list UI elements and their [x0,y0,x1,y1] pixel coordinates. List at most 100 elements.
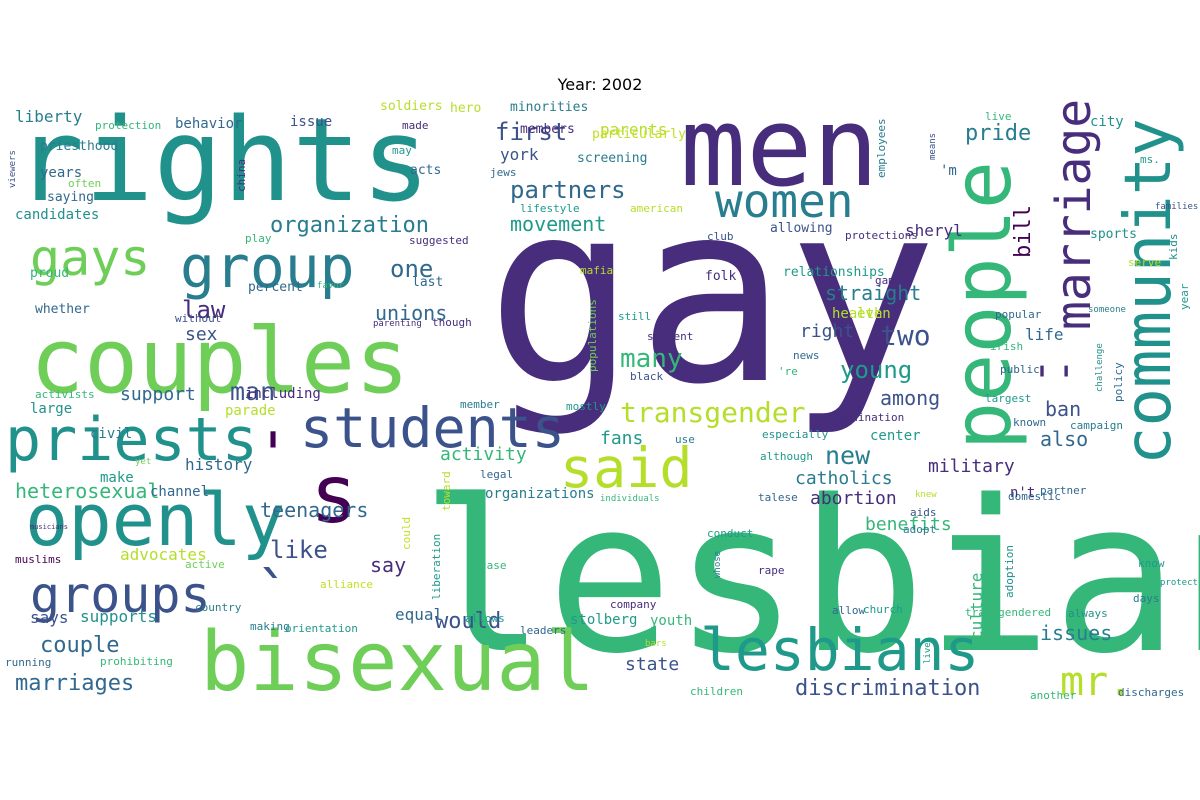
cloud-word: making [250,620,290,633]
cloud-word: conduct [707,527,753,540]
cloud-word: allow [832,604,865,617]
cloud-word: '' [1030,359,1078,405]
cloud-word: play [245,232,272,245]
cloud-word: irish [990,340,1023,353]
cloud-word: challenge [1095,343,1105,392]
cloud-word: discharges [1118,686,1184,699]
cloud-word: protect [1160,578,1198,588]
cloud-word: sheryl [905,221,963,240]
cloud-word: use [675,433,695,446]
cloud-word: organization [270,213,429,238]
cloud-word: children [690,685,743,698]
cloud-word: policy [1112,362,1125,402]
cloud-word: rights [15,94,430,228]
cloud-word: lifestyle [520,202,580,215]
cloud-word: live [985,110,1012,123]
cloud-word: students [300,396,565,460]
cloud-word: aids [910,506,937,519]
cloud-word: especially [762,428,829,441]
cloud-word: orientation [285,622,358,635]
cloud-word: history [185,455,253,474]
cloud-word: bill [1011,205,1036,258]
cloud-word: gays [30,229,150,287]
cloud-word: advocates [120,545,207,564]
cloud-word: sex [185,324,218,345]
cloud-word: made [402,119,429,132]
cloud-word: days [1133,592,1160,605]
cloud-word: ban [1045,397,1081,421]
cloud-word: discrimination [795,676,980,701]
cloud-word: culture [967,573,986,640]
cloud-word: toward [440,471,453,511]
cloud-word: soldiers [380,99,443,114]
cloud-word: liberation [430,534,443,600]
cloud-word: although [760,450,813,463]
cloud-word: openly [25,478,285,562]
cloud-word: like [270,536,328,564]
cloud-word: priesthood [40,139,118,154]
cloud-word: hero [450,101,481,116]
cloud-word: knew [915,490,937,500]
cloud-word: percent [248,280,303,295]
cloud-word: campaign [1070,419,1123,432]
cloud-word: even [857,306,891,322]
cloud-word: years [40,165,82,181]
cloud-word: saying [47,190,94,205]
cloud-word: group [180,233,355,301]
cloud-word: partner [1040,484,1087,497]
cloud-word: parents [600,120,667,139]
cloud-word: make [100,470,134,486]
cloud-word: behavior [175,116,242,132]
cloud-word: allows [465,612,505,625]
cloud-word: many [620,344,683,374]
cloud-word: also [1040,427,1088,451]
cloud-word: heterosexual [15,479,160,503]
cloud-word: still [618,310,651,323]
cloud-word: candidates [15,207,99,223]
cloud-word: would [435,609,501,634]
cloud-word: movement [510,212,606,236]
cloud-word: screening [577,151,647,166]
cloud-word: 're [778,365,798,378]
cloud-word: could [400,517,413,550]
cloud-word: straight [825,281,921,305]
cloud-word: popular [995,308,1042,321]
cloud-word: large [30,401,72,417]
cloud-word: allowing [770,221,833,236]
cloud-word: state [625,654,679,675]
cloud-word: activity [440,444,527,465]
cloud-word: community [1112,118,1186,465]
cloud-word: proud [30,266,69,281]
cloud-word: largest [985,392,1031,405]
cloud-word: active [185,558,225,571]
cloud-word: adopt [903,523,936,536]
cloud-word: says [30,608,69,627]
cloud-word: rape [758,564,785,577]
cloud-word: unions [375,301,447,325]
cloud-word: whether [35,302,90,317]
cloud-word: case [480,559,507,572]
cloud-word: sports [1090,227,1137,242]
cloud-word: populations [586,299,599,372]
cloud-word: kids [1167,234,1180,261]
cloud-word: bars [645,639,667,649]
cloud-word: muslims [15,553,61,566]
cloud-word: mr. [1060,659,1132,705]
cloud-word: student [647,330,693,343]
chart-title: Year: 2002 [557,75,643,94]
cloud-word: company [610,598,657,611]
cloud-word: adoption [1003,545,1016,598]
cloud-word: leaders [520,624,566,637]
cloud-word: fans [600,428,643,449]
cloud-word: mostly [566,400,606,413]
cloud-word: often [68,177,101,190]
cloud-word: ms. [1140,153,1160,166]
cloud-word: games [875,274,908,287]
cloud-word: pride [965,121,1031,146]
cloud-word: another [1030,689,1077,702]
cloud-word: new [825,441,871,470]
cloud-word: someone [1088,305,1126,315]
cloud-word: york [500,145,539,164]
cloud-word: member [460,398,500,411]
